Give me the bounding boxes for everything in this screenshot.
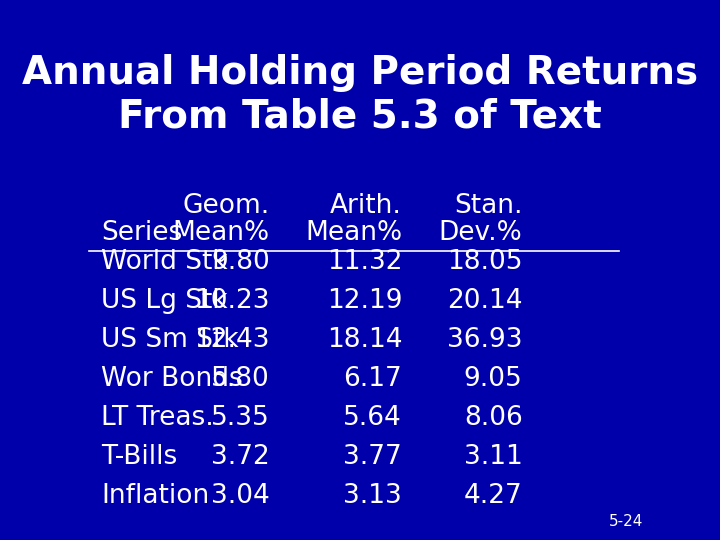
Text: 5-24: 5-24 [608,514,643,529]
Text: 18.05: 18.05 [447,249,523,275]
Text: Mean%: Mean% [305,220,402,246]
Text: 5.80: 5.80 [211,366,270,392]
Text: World Stk: World Stk [102,249,228,275]
Text: 18.14: 18.14 [327,327,402,353]
Text: 5.35: 5.35 [211,405,270,431]
Text: 8.06: 8.06 [464,405,523,431]
Text: 3.13: 3.13 [343,483,402,509]
Text: 12.43: 12.43 [194,327,270,353]
Text: 36.93: 36.93 [447,327,523,353]
Text: Inflation: Inflation [102,483,210,509]
Text: Geom.: Geom. [182,193,270,219]
Text: Stan.: Stan. [454,193,523,219]
Text: Annual Holding Period Returns
From Table 5.3 of Text: Annual Holding Period Returns From Table… [22,54,698,136]
Text: 4.27: 4.27 [464,483,523,509]
Text: T-Bills: T-Bills [102,444,177,470]
Text: 5.64: 5.64 [343,405,402,431]
Text: 3.11: 3.11 [464,444,523,470]
Text: 9.80: 9.80 [211,249,270,275]
Text: 20.14: 20.14 [447,288,523,314]
Text: Arith.: Arith. [330,193,402,219]
Text: 3.04: 3.04 [211,483,270,509]
Text: 12.19: 12.19 [327,288,402,314]
Text: US Lg Stk: US Lg Stk [102,288,228,314]
Text: Mean%: Mean% [173,220,270,246]
Text: 6.17: 6.17 [343,366,402,392]
Text: 11.32: 11.32 [327,249,402,275]
Text: Series: Series [102,220,182,246]
Text: Wor Bonds: Wor Bonds [102,366,243,392]
Text: 3.72: 3.72 [211,444,270,470]
Text: 3.77: 3.77 [343,444,402,470]
Text: LT Treas.: LT Treas. [102,405,214,431]
Text: US Sm Stk: US Sm Stk [102,327,239,353]
Text: 10.23: 10.23 [194,288,270,314]
Text: Dev.%: Dev.% [438,220,523,246]
Text: 9.05: 9.05 [464,366,523,392]
